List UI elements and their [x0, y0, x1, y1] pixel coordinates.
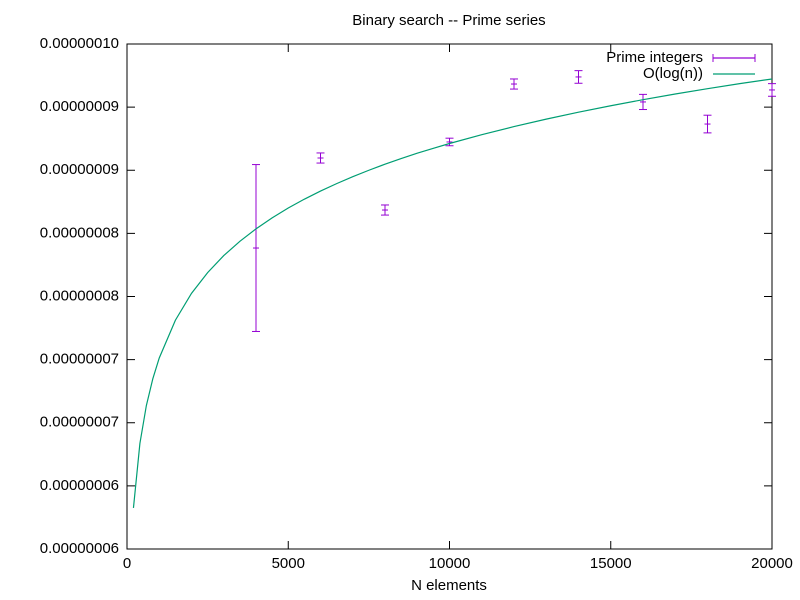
- error-bar: [510, 78, 518, 90]
- chart-title: Binary search -- Prime series: [352, 12, 545, 29]
- x-tick-label: 20000: [751, 555, 793, 572]
- error-bar: [252, 164, 260, 332]
- error-bar: [316, 152, 325, 164]
- error-bar: [574, 70, 583, 84]
- x-axis-label: N elements: [411, 577, 487, 594]
- error-bar: [703, 114, 712, 134]
- line-series: [132, 78, 773, 509]
- x-tick-label: 5000: [272, 555, 305, 572]
- x-tick-label: 15000: [590, 555, 632, 572]
- x-tick-label: 10000: [429, 555, 471, 572]
- y-tick-label: 0.00000008: [40, 224, 119, 241]
- y-tick-label: 0.00000006: [40, 540, 119, 557]
- x-tick-label: 0: [123, 555, 131, 572]
- error-bar: [768, 83, 776, 97]
- legend-label: Prime integers: [606, 49, 703, 66]
- legend-label: O(log(n)): [643, 65, 703, 82]
- y-tick-label: 0.00000007: [40, 351, 119, 368]
- error-bar: [445, 137, 454, 147]
- y-tick-label: 0.00000009: [40, 98, 119, 115]
- y-tick-label: 0.00000010: [40, 35, 119, 52]
- y-tick-label: 0.00000007: [40, 414, 119, 431]
- error-bar: [639, 93, 647, 111]
- y-tick-label: 0.00000006: [40, 477, 119, 494]
- error-bar: [381, 204, 389, 216]
- y-tick-label: 0.00000009: [40, 161, 119, 178]
- y-tick-label: 0.00000008: [40, 287, 119, 304]
